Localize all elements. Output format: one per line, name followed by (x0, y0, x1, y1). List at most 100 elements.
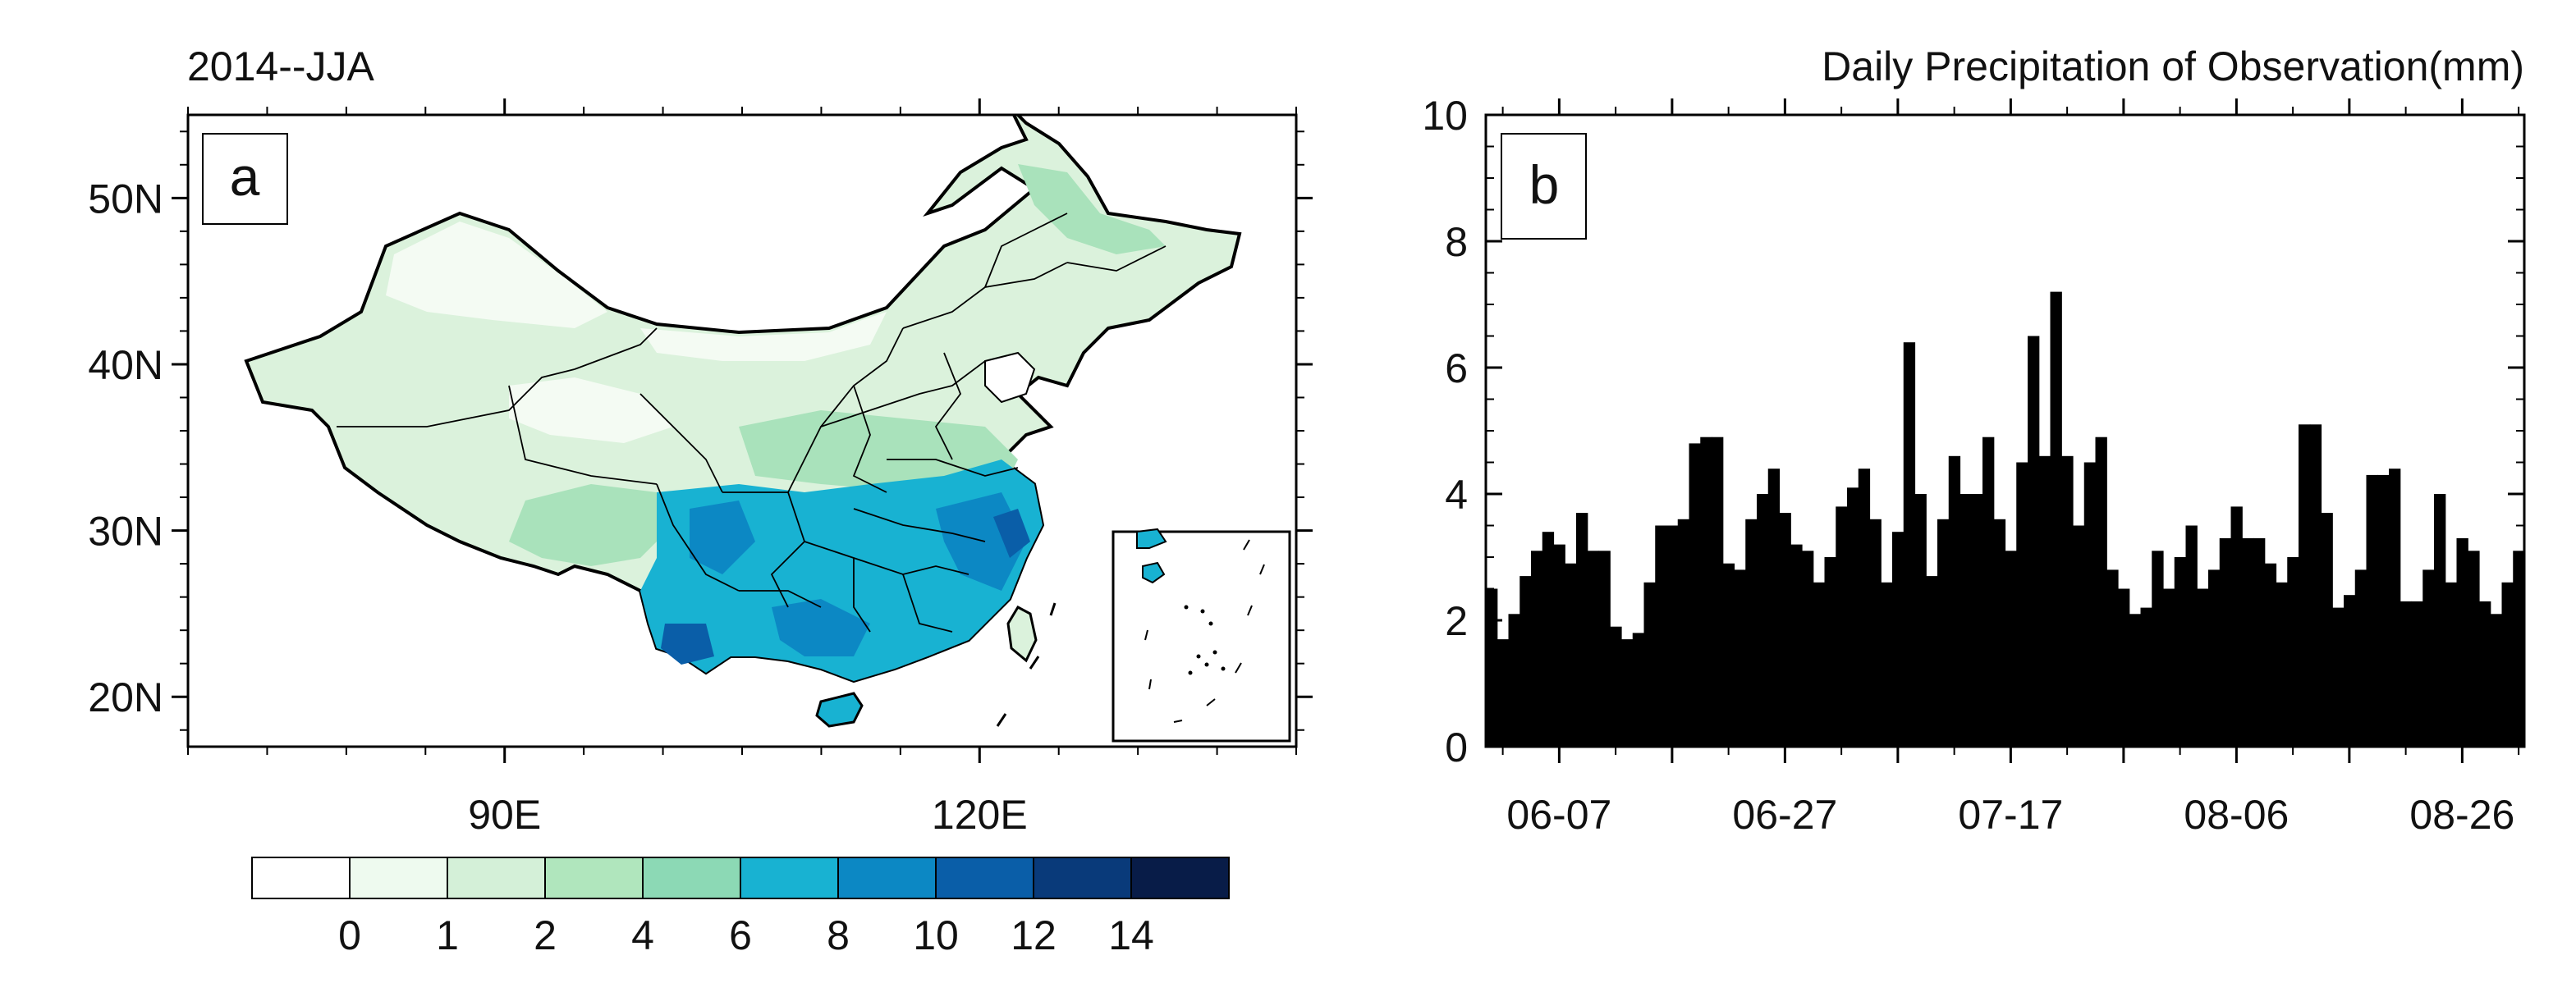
y-tick-label: 10 (1422, 93, 1468, 139)
bar (2389, 469, 2401, 747)
bar (1824, 557, 1836, 747)
dry-tarim (509, 377, 673, 443)
colorbar-label: 0 (338, 912, 361, 958)
bar-series (1486, 291, 2525, 747)
bar (1643, 582, 1656, 747)
bar (1813, 582, 1826, 747)
bar (2073, 525, 2085, 747)
hainan-region (815, 692, 864, 728)
colorbar-label: 2 (534, 912, 557, 958)
bar (1655, 525, 1667, 747)
colorbar-label: 8 (827, 912, 850, 958)
bar (1621, 639, 1634, 747)
bar (2242, 537, 2254, 747)
bar (1610, 626, 1622, 747)
bar (1565, 563, 1577, 747)
bar (2501, 582, 2514, 747)
bar (2208, 569, 2221, 747)
bar (2434, 494, 2446, 747)
bar (1802, 551, 1814, 747)
bar (2106, 569, 2119, 747)
bar (2095, 437, 2107, 747)
bar (2061, 455, 2074, 747)
bar (1948, 455, 1961, 747)
colorbar-label: 12 (1011, 912, 1057, 958)
bar (2185, 525, 2198, 747)
colorbar-label: 1 (436, 912, 459, 958)
bohai-sea (984, 351, 1036, 404)
bar (2016, 462, 2028, 747)
precip-map (244, 115, 1242, 728)
lon-tick-label: 90E (468, 792, 541, 838)
bar (2028, 336, 2040, 747)
bar (2490, 614, 2503, 747)
colorbar-label: 4 (631, 912, 654, 958)
colorbar-swatch (447, 857, 546, 899)
x-tick-label: 07-17 (1958, 792, 2063, 838)
dry-north (640, 312, 887, 361)
mid-green-northeast (1018, 164, 1166, 254)
lat-tick-label: 50N (88, 176, 163, 222)
bar (1632, 633, 1645, 747)
bar (2197, 588, 2209, 747)
bar (1745, 519, 1758, 747)
bar (2253, 537, 2266, 747)
panel-a-title: 2014--JJA (187, 43, 375, 89)
bar (1666, 525, 1679, 747)
map-axes: 50N 40N 30N 20N 90E 120E (88, 98, 1313, 838)
bar (1914, 494, 1927, 747)
colorbar-swatch (349, 857, 448, 899)
colorbar-label: 14 (1108, 912, 1154, 958)
x-tick-label: 08-06 (2184, 792, 2289, 838)
taiwan-region (1006, 606, 1038, 663)
bar (1869, 519, 1882, 747)
nine-dash-line (996, 602, 1057, 727)
bar (1598, 551, 1611, 747)
colorbar-swatch (1130, 857, 1230, 899)
panel-b: Daily Precipitation of Observation(mm) b… (1422, 43, 2526, 838)
bar (1486, 588, 1498, 747)
bar (1971, 494, 1983, 747)
colorbar-swatch (837, 857, 937, 899)
bar (2456, 537, 2468, 747)
bar (2264, 563, 2277, 747)
bar (2005, 551, 2017, 747)
bar (2174, 557, 2187, 747)
bar (2321, 513, 2333, 747)
colorbar-label: 6 (729, 912, 752, 958)
colorbar-swatch (935, 857, 1034, 899)
bar (1993, 519, 2006, 747)
bar (2366, 474, 2378, 747)
bar (2287, 557, 2299, 747)
wet-south-dark (690, 501, 755, 574)
chart-axes: 0 2 4 6 8 10 06-07 06-27 07-17 08-06 08-26 (1422, 93, 2524, 838)
bar (1903, 342, 1916, 747)
colorbar-swatch (642, 857, 741, 899)
bar (1982, 437, 1995, 747)
scs-inset (1112, 528, 1291, 743)
bar (1712, 437, 1724, 747)
bar (2038, 455, 2051, 747)
panel-a-label-box (202, 133, 288, 225)
bar (1519, 576, 1532, 747)
bar (1553, 544, 1565, 747)
bar (2344, 595, 2356, 747)
bar (1847, 487, 1859, 747)
colorbar-label: 10 (913, 912, 959, 958)
x-tick-label: 08-26 (2409, 792, 2514, 838)
lat-tick-label: 30N (88, 509, 163, 555)
bar (2219, 537, 2232, 747)
bar (1858, 469, 1871, 747)
bar (1497, 639, 1510, 747)
bar (1790, 544, 1803, 747)
colorbar: 0 1 2 4 6 8 10 12 14 (251, 857, 1230, 958)
bar (2299, 424, 2311, 747)
panel-a-label: a (230, 146, 260, 207)
bar (2140, 607, 2152, 747)
bar (2479, 601, 2491, 747)
bar (1689, 443, 1701, 747)
colorbar-swatch (1033, 857, 1132, 899)
bar (1779, 513, 1791, 747)
lat-tick-label: 40N (88, 342, 163, 388)
lat-tick-label: 20N (88, 674, 163, 720)
